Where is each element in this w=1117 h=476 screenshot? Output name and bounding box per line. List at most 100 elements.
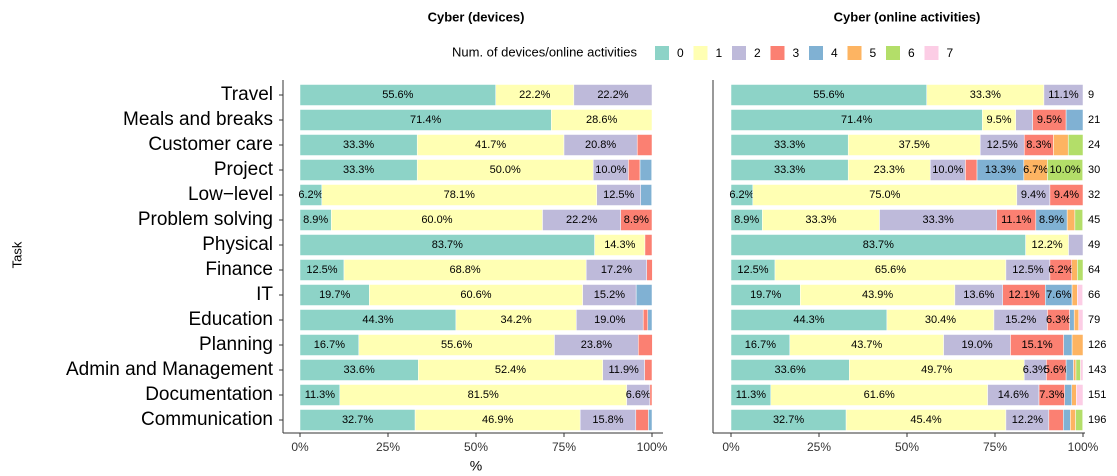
bar-label: 9.4% xyxy=(1021,189,1046,201)
bar-segment xyxy=(1071,334,1084,356)
bar-label: 30.4% xyxy=(925,314,956,326)
legend-swatch xyxy=(924,46,939,60)
x-tick-label: 100% xyxy=(1068,440,1099,454)
n-label: 66 xyxy=(1088,289,1100,301)
bar-label: 23.8% xyxy=(581,339,612,351)
bar-segment xyxy=(1047,159,1083,181)
bar-label: 32.7% xyxy=(773,414,804,426)
y-axis-label: Task xyxy=(9,241,24,268)
legend-swatch xyxy=(732,46,746,60)
bar-label: 12.2% xyxy=(1012,414,1043,426)
bar-segment xyxy=(1076,384,1084,406)
bar-segment xyxy=(1073,309,1080,331)
bar-label: 8.9% xyxy=(624,214,649,226)
bar-label: 19.7% xyxy=(319,289,350,301)
bar-label: 11.3% xyxy=(305,389,336,401)
n-label: 126 xyxy=(1088,339,1106,351)
bar-segment xyxy=(642,309,649,331)
bar-segment xyxy=(1069,309,1075,331)
bar-label: 50.0% xyxy=(490,164,521,176)
bar-segment xyxy=(646,259,653,281)
bar-label: 12.5% xyxy=(1012,264,1043,276)
bar-label: 12.5% xyxy=(603,189,634,201)
bar-label: 43.7% xyxy=(851,339,882,351)
bar-label: 9.4% xyxy=(1054,189,1079,201)
bar-label: 75.0% xyxy=(869,189,900,201)
legend-title: Num. of devices/online activities xyxy=(452,44,637,59)
bar-label: 6.7% xyxy=(1023,164,1048,176)
bar-segment xyxy=(1043,84,1084,106)
bar-label: 6.6% xyxy=(626,389,651,401)
n-label: 49 xyxy=(1088,239,1100,251)
bar-segment xyxy=(647,309,653,331)
legend-swatch xyxy=(770,46,785,60)
bar-label: 7.6% xyxy=(1046,289,1071,301)
y-tick-label: IT xyxy=(256,284,273,305)
y-tick-label: Project xyxy=(214,159,274,180)
n-label: 143 xyxy=(1088,364,1106,376)
y-tick-label: Physical xyxy=(202,234,273,255)
bar-label: 10.0% xyxy=(932,164,963,176)
n-label: 79 xyxy=(1088,314,1100,326)
n-label: 9 xyxy=(1088,89,1094,101)
bar-label: 28.6% xyxy=(586,114,617,126)
bar-label: 8.3% xyxy=(1026,139,1051,151)
facet-title: Cyber (online activities) xyxy=(834,9,981,24)
bar-label: 52.4% xyxy=(495,364,526,376)
bar-label: 6.2% xyxy=(1048,264,1073,276)
bar-label: 33.3% xyxy=(970,89,1001,101)
bar-segment xyxy=(1074,209,1083,231)
legend-label: 5 xyxy=(870,46,877,60)
bar-label: 61.6% xyxy=(864,389,895,401)
bar-label: 19.7% xyxy=(750,289,781,301)
bar-segment xyxy=(1078,309,1084,331)
facet-title: Cyber (devices) xyxy=(428,9,525,24)
legend-swatch xyxy=(655,46,669,60)
bar-segment xyxy=(628,159,641,181)
bar-label: 15.1% xyxy=(1021,339,1052,351)
bar-label: 14.3% xyxy=(604,239,635,251)
bar-label: 60.6% xyxy=(460,289,491,301)
y-tick-label: Planning xyxy=(199,334,273,355)
n-label: 45 xyxy=(1088,214,1100,226)
bar-label: 14.6% xyxy=(998,389,1029,401)
x-tick-label: 75% xyxy=(983,440,1007,454)
x-tick-label: 100% xyxy=(637,440,668,454)
y-tick-label: Education xyxy=(188,309,273,330)
legend-swatch xyxy=(693,46,708,60)
x-tick-label: 50% xyxy=(464,440,488,454)
bar-label: 55.6% xyxy=(441,339,472,351)
bar-label: 55.6% xyxy=(382,89,413,101)
y-tick-label: Meals and breaks xyxy=(123,109,273,130)
bar-label: 19.0% xyxy=(961,339,992,351)
n-label: 32 xyxy=(1088,189,1100,201)
bar-label: 22.2% xyxy=(566,214,597,226)
bar-label: 37.5% xyxy=(899,139,930,151)
bar-segment xyxy=(649,384,653,406)
bar-segment xyxy=(1067,134,1084,156)
bar-label: 78.1% xyxy=(444,189,475,201)
bar-segment xyxy=(1066,209,1076,231)
bar-segment xyxy=(1064,384,1072,406)
bar-label: 19.0% xyxy=(594,314,625,326)
bar-label: 11.1% xyxy=(1001,214,1032,226)
y-tick-label: Admin and Management xyxy=(66,359,274,380)
x-axis-label: % xyxy=(470,458,482,474)
bar-label: 33.6% xyxy=(775,364,806,376)
bar-label: 33.3% xyxy=(774,139,805,151)
bar-segment xyxy=(644,359,653,381)
bar-label: 83.7% xyxy=(863,239,894,251)
bar-label: 11.9% xyxy=(608,364,639,376)
n-label: 30 xyxy=(1088,164,1100,176)
y-tick-label: Finance xyxy=(205,259,273,280)
bar-segment xyxy=(573,84,653,106)
y-tick-label: Customer care xyxy=(148,134,273,155)
bar-segment xyxy=(1015,109,1033,131)
bar-label: 71.4% xyxy=(410,114,441,126)
bar-label: 45.4% xyxy=(910,414,941,426)
bar-segment xyxy=(1063,409,1071,431)
bar-label: 16.7% xyxy=(314,339,345,351)
bar-segment xyxy=(620,209,653,231)
bar-label: 20.8% xyxy=(585,139,616,151)
bar-label: 33.3% xyxy=(343,139,374,151)
